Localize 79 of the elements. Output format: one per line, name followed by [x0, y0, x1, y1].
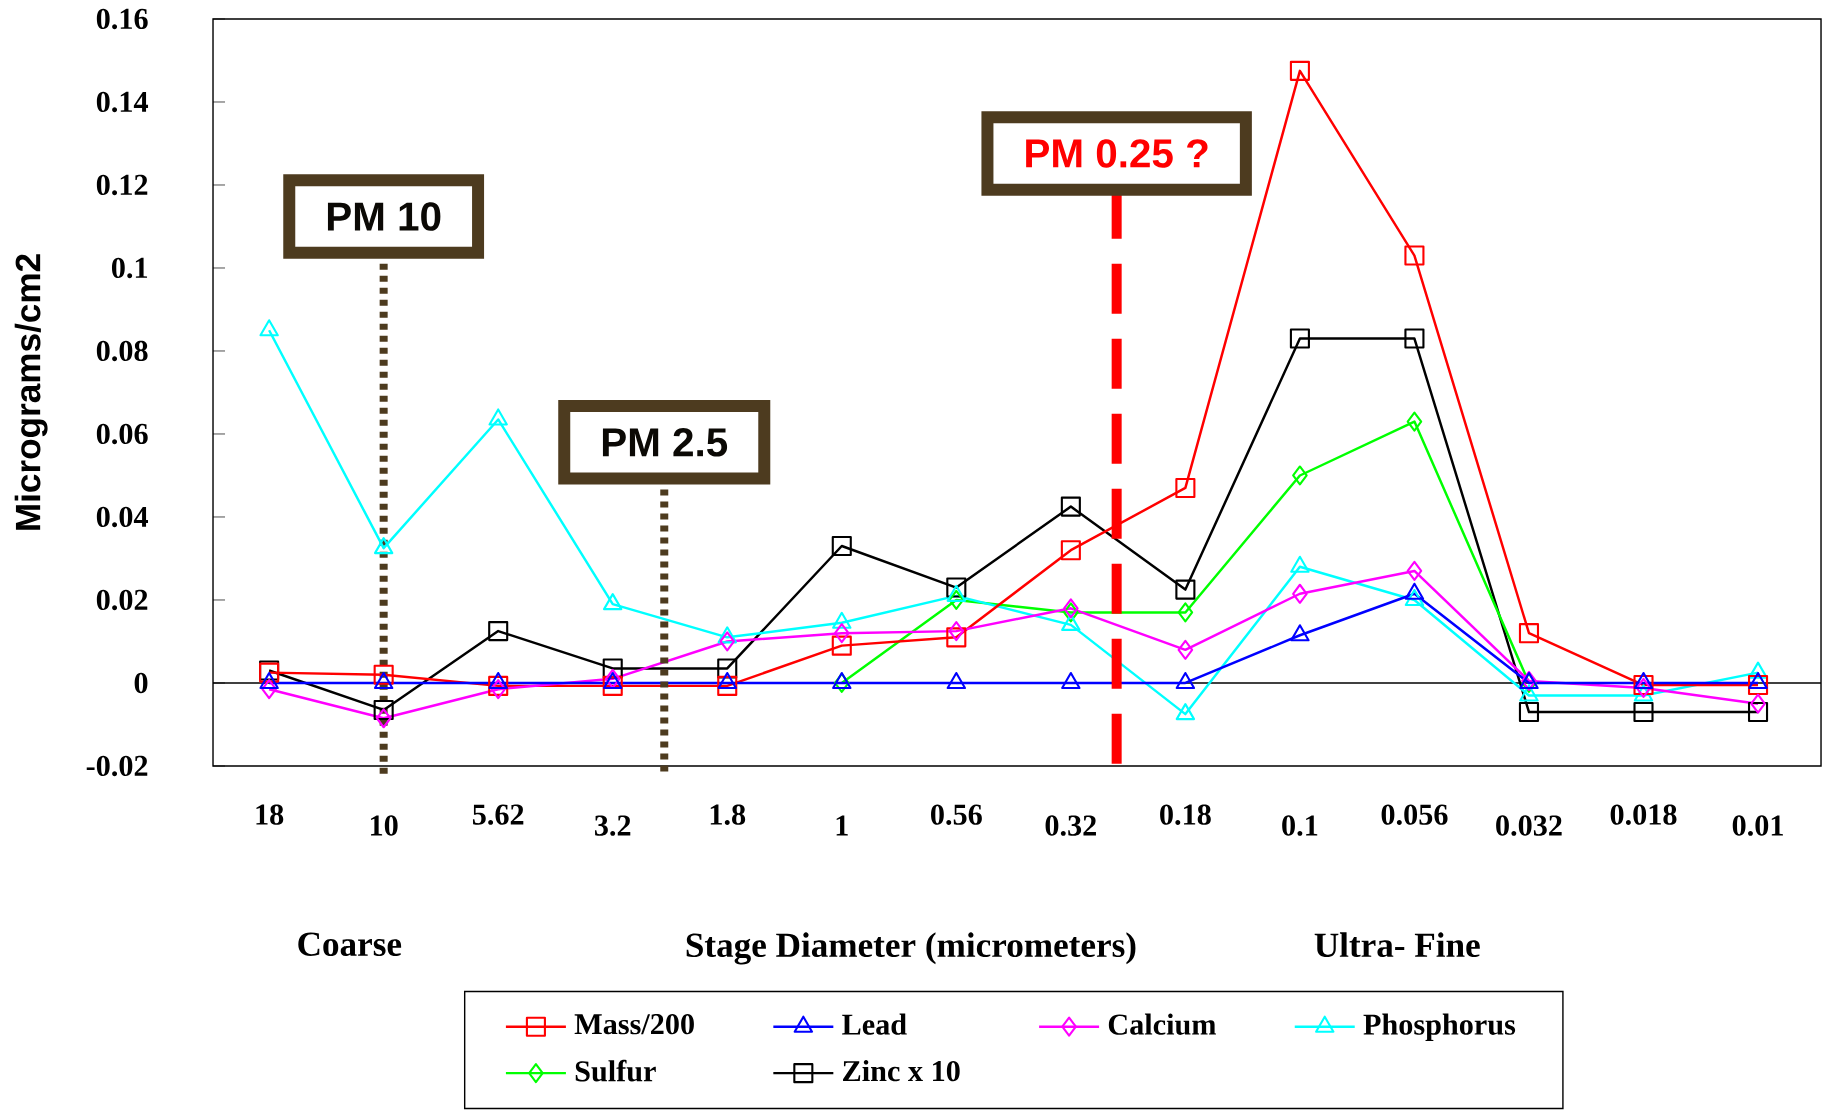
point: [373, 664, 394, 685]
y-tick-label: 0: [134, 672, 148, 694]
annotation: PM 2.5: [602, 427, 728, 457]
point: [1404, 245, 1425, 266]
point: [831, 535, 852, 557]
point: [1177, 639, 1194, 660]
point: [1060, 496, 1081, 517]
x-tick-label: 0.56: [931, 804, 982, 825]
point: [602, 658, 623, 679]
x-tick-label: 3.2: [594, 815, 631, 836]
legend-label: Calcium: [1108, 1013, 1216, 1035]
x-tick-label: 18: [256, 804, 284, 825]
x-tick-label: 0.018: [1610, 804, 1677, 825]
point: [1633, 701, 1654, 723]
point: [1518, 701, 1540, 723]
point: [719, 631, 736, 652]
point: [602, 675, 623, 696]
point: [1175, 703, 1196, 721]
text: Ultra- Fine: [1314, 932, 1480, 958]
text: Coarse: [298, 932, 402, 956]
point: [373, 537, 394, 555]
legend-label: Sulfur: [575, 1059, 656, 1082]
x-tick-label: 0.32: [1045, 815, 1096, 836]
x-tick-label: 0.01: [1732, 815, 1783, 836]
x-tick-label: 0.056: [1381, 804, 1448, 825]
point: [1750, 693, 1766, 714]
point: [1292, 583, 1308, 604]
y-tick-label: 0.04: [96, 506, 149, 528]
y-tick-label: 0.16: [96, 8, 148, 30]
y-tick-label: 0.06: [96, 423, 148, 445]
point: [1406, 560, 1423, 581]
point: [1289, 60, 1310, 81]
point: [373, 699, 394, 721]
annotation: PM 0.25 ?: [1026, 139, 1208, 168]
x-tick-label: 10: [370, 815, 398, 836]
point: [948, 589, 965, 611]
point: [717, 658, 738, 679]
point: [375, 708, 392, 729]
y-tick-label: 0.08: [96, 340, 148, 362]
point: [946, 627, 967, 648]
point: [1404, 328, 1425, 349]
y-tick-label: 0.12: [96, 174, 148, 196]
point: [1177, 602, 1194, 623]
point: [831, 635, 852, 656]
point: [261, 679, 277, 700]
point: [1406, 411, 1423, 432]
point: [1289, 328, 1310, 349]
point: [1175, 579, 1196, 600]
y-tick-label: 0.14: [96, 91, 149, 113]
x-axis-title: Stage Diameter (micrometers): [686, 932, 1136, 965]
x-tick-label: 0.032: [1496, 815, 1562, 836]
y-axis-title: Micrograms/cm2: [14, 254, 48, 530]
legend-label: Zinc x 10: [843, 1060, 960, 1082]
point: [1292, 465, 1308, 486]
point: [1747, 701, 1769, 723]
y-tick-label: 0.1: [111, 257, 148, 279]
y-tick-label: 0.02: [96, 589, 148, 611]
y-tick-label: -0.02: [86, 755, 148, 777]
legend-label: Lead: [842, 1013, 907, 1035]
x-tick-label: 0.18: [1160, 804, 1211, 825]
point: [946, 577, 967, 598]
point: [948, 621, 965, 642]
point: [717, 675, 738, 696]
point: [1060, 540, 1081, 561]
point: [1063, 598, 1079, 619]
ref-line-label: PM 10: [327, 202, 441, 231]
point: [1518, 623, 1540, 644]
point: [1063, 602, 1079, 623]
x-tick-label: 1.8: [710, 804, 746, 825]
point: [1175, 477, 1196, 498]
point: [833, 623, 850, 644]
x-tick-label: 5.62: [472, 804, 524, 825]
legend-label: Phosphorus: [1363, 1013, 1516, 1041]
legend-label: Mass/200: [574, 1014, 694, 1035]
point: [488, 621, 509, 642]
point: [1747, 675, 1769, 696]
point: [603, 593, 623, 611]
x-tick-label: 1: [836, 815, 848, 836]
x-tick-label: 0.1: [1282, 815, 1318, 836]
